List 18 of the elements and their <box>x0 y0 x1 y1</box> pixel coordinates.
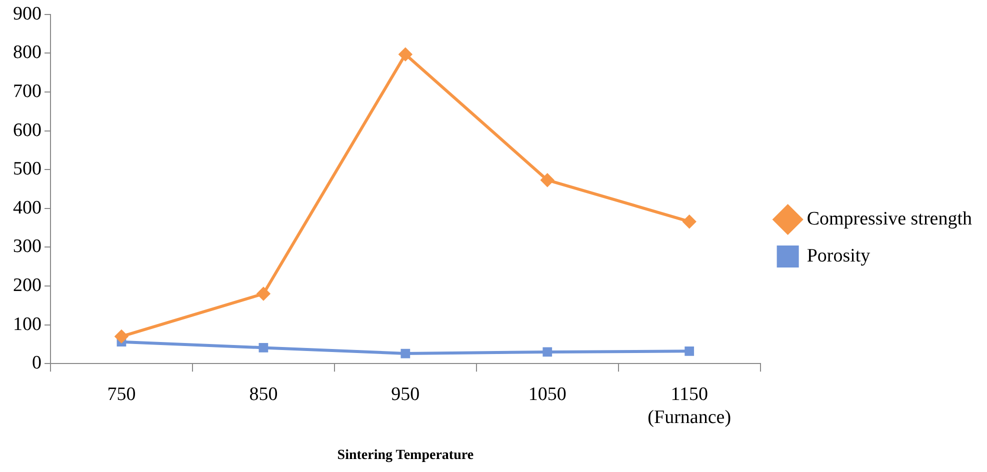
x-tick-label: 1150 (Furnance) <box>648 384 732 428</box>
legend-label: Porosity <box>806 245 871 266</box>
legend-label: Compressive strength <box>806 208 972 230</box>
y-tick-label: 700 <box>13 80 42 102</box>
y-tick-label: 900 <box>13 3 42 24</box>
x-axis-title: Sintering Temperature <box>337 448 474 464</box>
y-tick-label: 400 <box>13 197 42 218</box>
y-tick-label: 0 <box>32 352 42 374</box>
y-tick-label: 300 <box>13 236 42 258</box>
y-tick-label: 200 <box>13 274 42 296</box>
x-tick-label: 750 <box>107 384 136 405</box>
y-tick-label: 800 <box>13 42 42 64</box>
y-tick-label: 500 <box>13 158 42 180</box>
x-tick-label: 1050 <box>528 384 566 405</box>
y-tick-label: 600 <box>13 120 42 141</box>
x-tick-label: 950 <box>391 384 420 405</box>
y-tick-label: 100 <box>13 314 42 335</box>
x-tick-label: 850 <box>249 384 278 405</box>
